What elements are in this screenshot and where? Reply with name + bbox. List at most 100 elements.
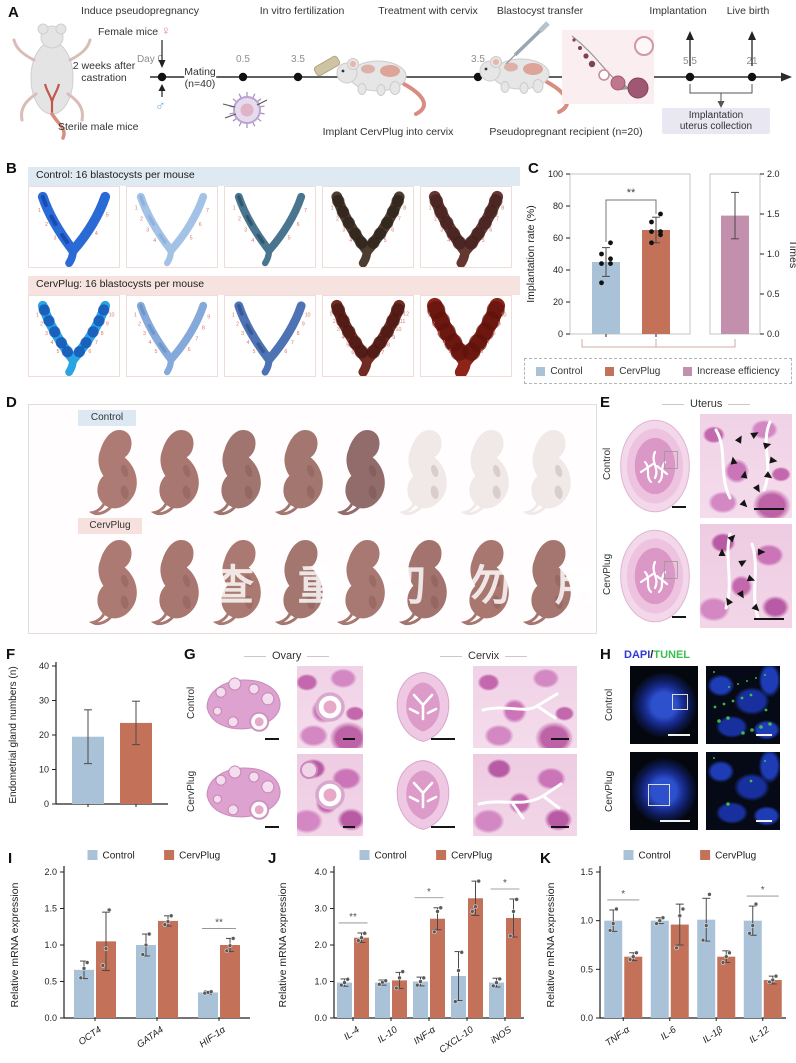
series-control [74, 931, 218, 1018]
uterus-zoom-cervplug [700, 524, 792, 628]
svg-text:1: 1 [329, 311, 332, 317]
panel-h: H DAPI/TUNEL Control CervPlug [598, 644, 796, 846]
dapi-tunel-overview [630, 752, 698, 830]
svg-text:2: 2 [140, 216, 143, 222]
uterus-zoom-control [700, 414, 792, 518]
zoom-region-box [672, 694, 688, 710]
svg-text:0: 0 [44, 799, 49, 809]
svg-text:0.5: 0.5 [580, 964, 593, 974]
svg-text:3: 3 [342, 227, 345, 233]
pup-image [520, 424, 578, 516]
svg-text:8: 8 [403, 205, 406, 211]
panel-letter-a: A [8, 4, 19, 21]
svg-text:1: 1 [232, 313, 235, 319]
svg-text:3.0: 3.0 [314, 904, 327, 914]
embryo-icon [222, 92, 268, 129]
svg-text:4: 4 [447, 238, 450, 244]
uterus-image-tile: 1 2 3 4 5 6 7 8 9 10 [420, 295, 512, 377]
female-mice-label: Female mice ♀ [98, 23, 171, 38]
scale-bar [754, 618, 784, 620]
svg-text:4: 4 [149, 340, 152, 346]
svg-text:Relative mRNA expression: Relative mRNA expression [545, 882, 557, 1007]
svg-text:8: 8 [493, 331, 496, 337]
scale-bar [551, 738, 569, 740]
row-label-control: Control [604, 688, 615, 722]
stage-label: Blastocyst transfer [496, 5, 584, 17]
svg-text:*: * [427, 887, 431, 898]
scale-bar [672, 616, 686, 618]
svg-text:2: 2 [336, 216, 339, 222]
series-cervplug [354, 878, 521, 1018]
stage-label: Live birth [726, 5, 770, 17]
panel-letter-c: C [528, 160, 539, 177]
svg-text:3: 3 [437, 331, 440, 337]
collection-box: Implantation uterus collection [662, 108, 770, 134]
svg-text:7: 7 [487, 340, 490, 346]
control-chip: Control [78, 410, 136, 426]
stage-label: Treatment with cervix [378, 5, 478, 17]
panel-c: C 0 20 40 60 80 100 Implantation rate (%) ** 0.0… [520, 158, 796, 392]
timeline-schematic: Day 0 0.5 3.5 3.5 5.5 21 [12, 21, 792, 140]
uterus-header: Uterus [656, 398, 756, 410]
svg-text:7: 7 [496, 216, 499, 222]
svg-text:1.5: 1.5 [580, 867, 593, 877]
svg-text:2: 2 [236, 322, 239, 328]
svg-text:5: 5 [449, 349, 452, 355]
legend-item: Control [536, 366, 583, 377]
svg-text:7: 7 [304, 208, 307, 214]
svg-text:1.5: 1.5 [44, 904, 57, 914]
mouse-icon [336, 58, 426, 116]
pup-image [520, 534, 578, 626]
panel-k: K 0.0 0.5 1.0 1.5 Relative mRNA expression TN… [534, 846, 796, 1063]
svg-text:5: 5 [190, 235, 193, 241]
female-symbol-icon: ♀ [161, 23, 171, 38]
svg-text:*: * [503, 878, 507, 889]
svg-text:6: 6 [88, 349, 91, 355]
svg-text:3: 3 [45, 331, 48, 337]
svg-text:GATA4: GATA4 [135, 1024, 166, 1050]
row-label-control: Control [186, 686, 197, 720]
series-cervplug [624, 903, 782, 1018]
svg-text:12: 12 [403, 311, 409, 317]
series-cervplug [96, 907, 240, 1018]
stage-label: In vitro fertilization [259, 5, 345, 17]
svg-text:20: 20 [553, 297, 563, 307]
scale-bar [660, 820, 690, 822]
svg-text:10: 10 [395, 327, 401, 333]
svg-text:5: 5 [346, 343, 349, 349]
uterus-image-tile: 1 2 3 4 5 [28, 186, 120, 268]
pup-image [148, 534, 206, 626]
svg-text:6: 6 [351, 350, 354, 356]
svg-text:*: * [621, 889, 625, 900]
panel-a: Day 0 0.5 3.5 3.5 5.5 21 A Induce pseudopregn… [0, 0, 796, 158]
row-label-cervplug: CervPlug [604, 770, 615, 812]
svg-text:Endometrial gland numbers (n): Endometrial gland numbers (n) [8, 666, 19, 803]
svg-text:6: 6 [391, 227, 394, 233]
svg-text:4: 4 [247, 340, 250, 346]
mrna-chart-k: 0.0 0.5 1.0 1.5 Relative mRNA expression TNF-… [545, 850, 786, 1049]
svg-text:6: 6 [489, 227, 492, 233]
svg-text:1: 1 [134, 313, 137, 319]
svg-text:5: 5 [288, 235, 291, 241]
svg-text:2: 2 [333, 319, 336, 325]
svg-text:2: 2 [40, 322, 43, 328]
panel-letter-k: K [540, 850, 551, 867]
castrated-mouse-icon [12, 23, 92, 140]
uterus-image-tile: 1 2 3 4 5 6 7 8 9 10 [28, 295, 120, 377]
cervix-overview [383, 666, 463, 748]
svg-text:Relative mRNA expression: Relative mRNA expression [9, 882, 21, 1007]
panel-letter-j: J [268, 850, 277, 867]
uterus-image-tile: 1 2 3 4 5 6 7 8 9 10 [224, 295, 316, 377]
male-symbol-icon: ♂ [155, 97, 166, 113]
svg-text:8: 8 [501, 205, 504, 211]
svg-text:TNF-α: TNF-α [603, 1024, 632, 1049]
legend-item: CervPlug [605, 366, 660, 377]
svg-text:**: ** [627, 187, 636, 199]
svg-text:8: 8 [101, 331, 104, 337]
svg-text:1.5: 1.5 [767, 209, 780, 219]
recipient-label: Pseudopregnant recipient (n=20) [489, 126, 643, 138]
svg-text:3: 3 [53, 235, 56, 241]
